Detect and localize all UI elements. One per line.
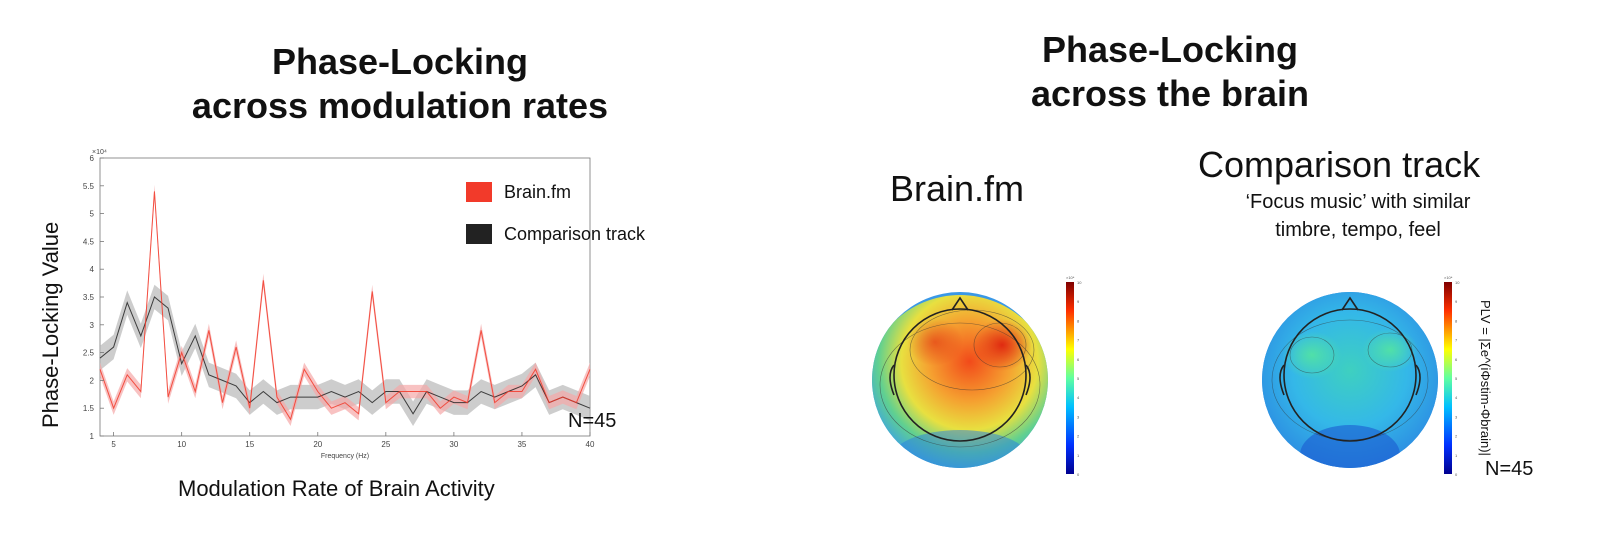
legend-label: Brain.fm <box>504 182 571 202</box>
x-axis-main-label: Modulation Rate of Brain Activity <box>178 476 495 501</box>
x-tick-label: 15 <box>245 440 254 449</box>
colorbar-tick-label: 9 <box>1455 299 1458 304</box>
colorbar-tick-label: 2 <box>1077 434 1080 439</box>
y-tick-label: 1.5 <box>83 404 95 413</box>
line-brain-fm <box>99 191 591 421</box>
right-title-line1: Phase-Locking <box>1041 29 1299 70</box>
brainfm-head-outline <box>889 296 1031 442</box>
colorbar-tick-label: 6 <box>1077 357 1080 362</box>
comparison-description-line1: ‘Focus music’ with similar <box>1245 191 1471 213</box>
colorbar-ticks: 0 1 2 3 4 5 6 7 8 9 10×10⁴ <box>1066 275 1082 477</box>
band-comparison-track <box>100 284 590 426</box>
comparison-topomap: 0 1 2 3 4 5 6 7 8 9 10×10⁴ <box>1262 275 1460 477</box>
colorbar-exponent: ×10⁴ <box>1066 275 1075 280</box>
x-axis-label: Frequency (Hz) <box>321 453 369 460</box>
y-tick-label: 5 <box>90 210 95 219</box>
colorbar-formula: PLV = |Σe^(iΦstim-Φbrain)| <box>1478 300 1493 456</box>
left-title-line2: across modulation rates <box>191 85 609 126</box>
comparison-topomap-label: Comparison track <box>1198 144 1481 185</box>
y-tick-label: 3.5 <box>83 293 95 302</box>
x-tick-label: 20 <box>313 440 322 449</box>
colorbar-tick-label: 5 <box>1455 376 1458 381</box>
colorbar-tick-label: 3 <box>1077 414 1080 419</box>
x-tick-label: 30 <box>449 440 458 449</box>
colorbar-tick-label: 9 <box>1077 299 1080 304</box>
brainfm-colorbar <box>1066 282 1074 474</box>
y-tick-label: 2.5 <box>83 349 95 358</box>
colorbar-exponent: ×10⁴ <box>1444 275 1453 280</box>
x-tick-label: 25 <box>381 440 390 449</box>
y-tick-label: 3 <box>90 321 95 330</box>
chart-bands <box>100 184 590 426</box>
comparison-description: ‘Focus music’ with similar timbre, tempo… <box>1188 188 1528 244</box>
x-tick-label: 40 <box>586 440 595 449</box>
y-tick-label: 2 <box>90 376 95 385</box>
colorbar-tick-label: 0 <box>1077 472 1080 477</box>
colorbar-tick-label: 7 <box>1077 338 1080 343</box>
sample-size-right: N=45 <box>1485 458 1534 480</box>
colorbar-tick-label: 0 <box>1455 472 1458 477</box>
comparison-description-line2: timbre, tempo, feel <box>1275 219 1441 241</box>
phase-locking-line-chart: 1 1.5 2 2.5 3 3.5 4 4.5 5 5.5 6×10⁴ 5 10 15 20 25 30 35 40… <box>83 149 646 460</box>
colorbar-tick-label: 3 <box>1455 414 1458 419</box>
colorbar-tick-label: 6 <box>1455 357 1458 362</box>
colorbar-tick-label: 4 <box>1077 395 1080 400</box>
legend-swatch <box>466 182 492 202</box>
comparison-contours <box>1271 319 1429 441</box>
y-tick-label: 1 <box>90 432 95 441</box>
chart-ticks: 1 1.5 2 2.5 3 3.5 4 4.5 5 5.5 6×10⁴ 5 10 15 20 25 30 35 40… <box>83 149 595 460</box>
colorbar-tick-label: 5 <box>1077 376 1080 381</box>
x-tick-label: 10 <box>177 440 186 449</box>
legend-label: Comparison track <box>504 224 646 244</box>
colorbar-tick-label: 10 <box>1455 280 1460 285</box>
y-tick-label: 6 <box>90 154 95 163</box>
y-tick-label: 5.5 <box>83 182 95 191</box>
colorbar-tick-label: 7 <box>1455 338 1458 343</box>
x-tick-label: 35 <box>517 440 526 449</box>
colorbar-tick-label: 4 <box>1455 395 1458 400</box>
comparison-head-outline <box>1279 296 1421 442</box>
colorbar-tick-label: 8 <box>1455 318 1458 323</box>
y-exponent-label: ×10⁴ <box>92 149 107 156</box>
y-tick-label: 4 <box>90 265 95 274</box>
sample-size-left: N=45 <box>568 410 617 432</box>
left-title-line1: Phase-Locking <box>271 41 529 82</box>
colorbar-tick-label: 1 <box>1455 453 1458 458</box>
colorbar-tick-label: 8 <box>1077 318 1080 323</box>
chart-lines <box>99 191 591 421</box>
right-panel-title: Phase-Locking across the brain <box>940 28 1400 116</box>
brainfm-topomap-label: Brain.fm <box>890 168 1025 209</box>
brainfm-heat-field <box>872 292 1048 468</box>
comparison-colorbar <box>1444 282 1452 474</box>
chart-legend: Brain.fm Comparison track <box>466 182 646 244</box>
legend-swatch <box>466 224 492 244</box>
x-tick-label: 5 <box>111 440 116 449</box>
y-tick-label: 4.5 <box>83 237 95 246</box>
right-title-line2: across the brain <box>1030 73 1310 114</box>
colorbar-tick-label: 2 <box>1455 434 1458 439</box>
left-panel-title: Phase-Locking across modulation rates <box>140 40 660 128</box>
brainfm-topomap: 0 1 2 3 4 5 6 7 8 9 10×10⁴ <box>872 275 1082 477</box>
colorbar-tick-label: 10 <box>1077 280 1082 285</box>
colorbar-ticks: 0 1 2 3 4 5 6 7 8 9 10×10⁴ <box>1444 275 1460 477</box>
colorbar-tick-label: 1 <box>1077 453 1080 458</box>
